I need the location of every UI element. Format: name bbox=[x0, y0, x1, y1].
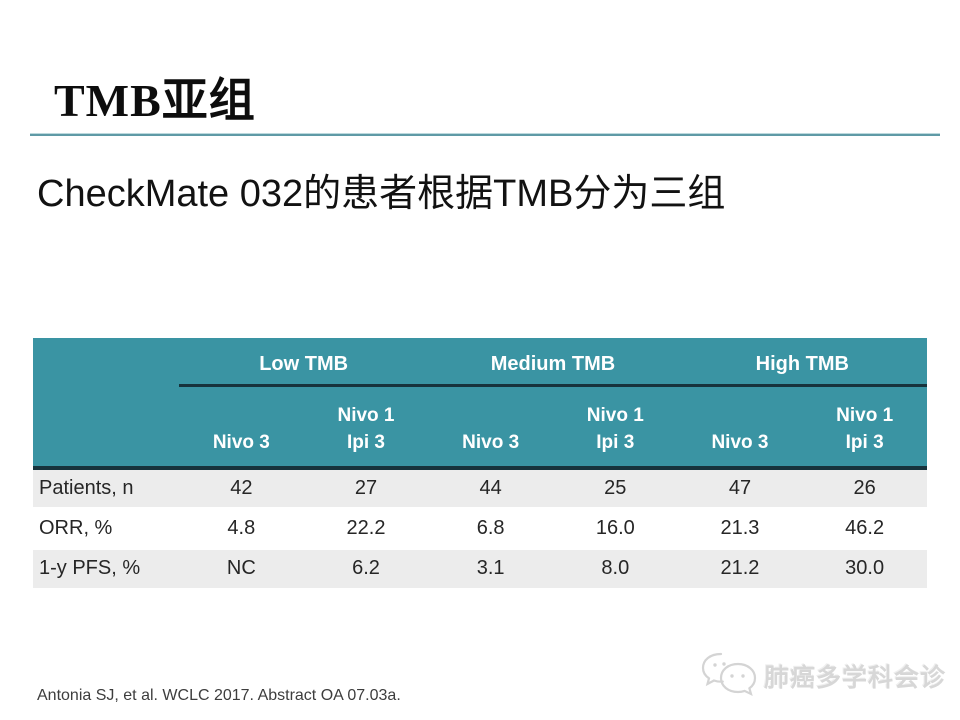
subheader-line2: Nivo 3 bbox=[462, 432, 520, 454]
subheader-cell: Nivo 3 bbox=[428, 385, 553, 470]
subheader-line1: Nivo 1 bbox=[836, 404, 894, 426]
tmb-subgroup-table: Low TMB Medium TMB High TMB Nivo 3 Nivo … bbox=[33, 338, 927, 588]
slide-subtitle: CheckMate 032的患者根据TMB分为三组 bbox=[37, 173, 726, 215]
group-header-medium-tmb: Medium TMB bbox=[428, 338, 678, 387]
subheader-line1: Nivo 1 bbox=[337, 404, 395, 426]
table-group-header-row: Low TMB Medium TMB High TMB bbox=[33, 338, 927, 387]
data-cell: 27 bbox=[303, 468, 429, 510]
data-cell: 4.8 bbox=[179, 508, 304, 550]
table-subheader-row: Nivo 3 Nivo 1 Ipi 3 Nivo 3 Nivo 1 Ipi 3 … bbox=[33, 385, 927, 470]
page-title: TMB亚组 bbox=[54, 75, 256, 126]
data-cell: NC bbox=[226, 557, 256, 580]
data-cell: 47 bbox=[677, 468, 803, 510]
data-cell: 25 bbox=[552, 468, 678, 510]
table-row-1y-pfs: 1-y PFS, % NC 6.2 3.1 8.0 21.2 30.0 bbox=[33, 548, 927, 588]
subheader-line2: Nivo 3 bbox=[711, 432, 769, 454]
title-divider bbox=[30, 133, 940, 136]
data-cell: 3.1 bbox=[476, 557, 505, 580]
data-cell: 26 bbox=[802, 468, 927, 510]
row-label: 1-y PFS, % bbox=[39, 557, 141, 580]
watermark: 肺癌多学科会诊 bbox=[698, 650, 946, 702]
data-cell: 6.8 bbox=[428, 508, 553, 550]
subheader-cell: Nivo 1 Ipi 3 bbox=[552, 385, 678, 470]
subheader-cell: Nivo 3 bbox=[179, 385, 304, 470]
row-label: ORR, % bbox=[33, 508, 179, 550]
group-header-low-tmb: Low TMB bbox=[179, 338, 429, 387]
table-row-orr: ORR, % 4.8 22.2 6.8 16.0 21.3 46.2 bbox=[33, 508, 927, 550]
subheader-cell: Nivo 1 Ipi 3 bbox=[802, 385, 927, 470]
data-cell: 42 bbox=[179, 468, 304, 510]
subheader-line2: Ipi 3 bbox=[596, 432, 635, 454]
subheader-line2: Ipi 3 bbox=[845, 432, 884, 454]
data-cell: 6.2 bbox=[352, 557, 380, 580]
data-cell: 46.2 bbox=[802, 508, 927, 550]
data-cell: 22.2 bbox=[303, 508, 429, 550]
data-cell: 21.2 bbox=[720, 557, 760, 580]
subheader-cell: Nivo 1 Ipi 3 bbox=[303, 385, 429, 470]
table-row-patients: Patients, n 42 27 44 25 47 26 bbox=[33, 468, 927, 510]
subheader-line2: Ipi 3 bbox=[346, 432, 385, 454]
watermark-text: 肺癌多学科会诊 bbox=[764, 664, 947, 692]
data-cell: 16.0 bbox=[552, 508, 678, 550]
subheader-line2: Nivo 3 bbox=[212, 432, 270, 454]
group-header-high-tmb: High TMB bbox=[677, 338, 927, 387]
citation-text: Antonia SJ, et al. WCLC 2017. Abstract O… bbox=[37, 687, 401, 704]
data-cell: 30.0 bbox=[845, 557, 885, 580]
data-cell: 21.3 bbox=[677, 508, 803, 550]
subheader-cell: Nivo 3 bbox=[677, 385, 803, 470]
data-cell: 44 bbox=[428, 468, 553, 510]
corner-cell bbox=[33, 338, 179, 386]
corner-cell bbox=[33, 385, 179, 470]
row-label: Patients, n bbox=[33, 468, 179, 510]
subheader-line1: Nivo 1 bbox=[586, 404, 644, 426]
chat-bubbles-icon bbox=[698, 650, 760, 702]
data-cell: 8.0 bbox=[601, 557, 630, 580]
